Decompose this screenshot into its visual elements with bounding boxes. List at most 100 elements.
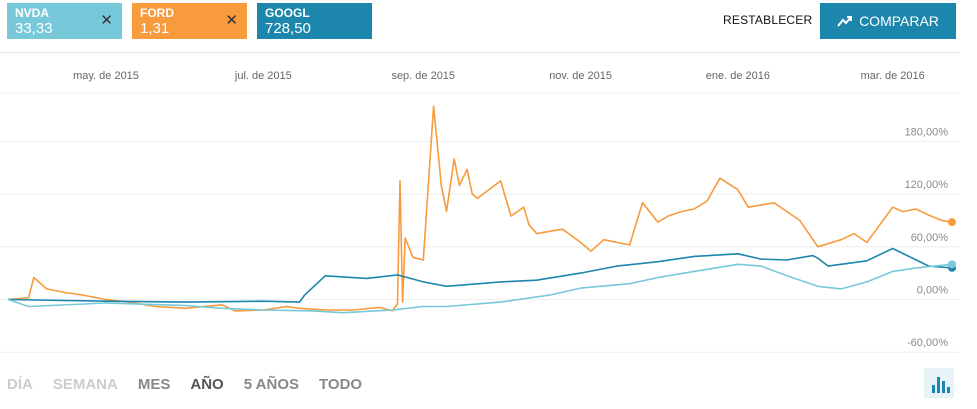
range-year[interactable]: AÑO [190,376,224,393]
data-point-googl [365,277,367,279]
ticker-value: 1,31 [140,20,170,37]
data-point-googl [737,253,739,255]
data-point-nvda [579,287,581,289]
data-point-googl [693,255,695,257]
data-point-ford [27,297,29,299]
data-point-ford [458,184,460,186]
data-point-googl [657,261,659,263]
data-point-nvda [817,285,819,287]
data-point-nvda [391,309,393,311]
trending-up-icon [837,16,853,27]
ticker-chip-ford[interactable]: FORD 1,31 ✕ [132,3,247,39]
data-point-ford [440,184,442,186]
y-tick-label: 0,00% [917,284,948,296]
reset-button[interactable]: RESTABLECER [723,13,813,27]
data-point-ford [453,158,455,160]
data-point-nvda [422,305,424,307]
range-day[interactable]: DÍA [7,376,33,393]
x-tick-label: nov. de 2015 [549,70,612,82]
data-point-ford [940,219,942,221]
y-tick-label: 180,00% [905,126,949,138]
series-line-googl [7,247,953,303]
bar-chart-icon [932,377,950,393]
data-point-googl [298,301,300,303]
data-point-nvda [27,305,29,307]
data-point-nvda [891,270,893,272]
x-tick-label: mar. de 2016 [861,70,925,82]
close-icon[interactable]: ✕ [100,12,113,29]
x-tick-label: may. de 2015 [73,70,139,82]
data-point-nvda [185,304,187,306]
data-point-ford [902,210,904,212]
compare-button[interactable]: COMPARAR [820,3,956,39]
data-point-googl [866,260,868,262]
data-point-ford [773,202,775,204]
data-point-ford [82,294,84,296]
data-point-ford [693,208,695,210]
y-tick-label: 60,00% [911,232,949,244]
data-point-ford [706,200,708,202]
data-point-googl [840,263,842,265]
data-point-nvda [311,310,313,312]
range-all[interactable]: TODO [319,376,363,393]
data-point-ford [561,228,563,230]
ticker-chip-nvda[interactable]: NVDA 33,33 ✕ [7,3,122,39]
data-point-ford [378,306,380,308]
data-point-googl [422,281,424,283]
data-point-ford [536,232,538,234]
data-point-googl [891,247,893,249]
data-point-ford [298,307,300,309]
data-point-nvda [915,267,917,269]
data-point-ford [476,197,478,199]
data-point-googl [445,285,447,287]
data-point-googl [615,265,617,267]
data-point-ford [404,237,406,239]
x-tick-label: jul. de 2015 [234,70,292,82]
data-point-nvda [105,302,107,304]
data-point-ford [590,250,592,252]
range-week[interactable]: SEMANA [52,376,118,393]
data-point-ford [928,214,930,216]
data-point-ford [285,305,287,307]
range-5-years[interactable]: 5 AÑOS [243,376,300,393]
series-line-nvda [7,263,953,314]
data-point-ford [667,215,669,217]
data-point-ford [45,288,47,290]
data-point-ford [719,177,721,179]
data-point-ford [737,188,739,190]
data-point-nvda [342,311,344,313]
data-point-ford [891,206,893,208]
data-point-ford [641,202,643,204]
data-point-ford [523,206,525,208]
data-point-ford [879,224,881,226]
data-point-ford [579,241,581,243]
data-point-ford [466,168,468,170]
data-point-ford [154,305,156,307]
data-point-nvda [866,281,868,283]
data-point-ford [221,304,223,306]
data-point-ford [412,256,414,258]
data-point-googl [396,274,398,276]
close-icon[interactable]: ✕ [225,12,238,29]
data-point-ford [64,291,66,293]
range-month[interactable]: MES [137,376,171,393]
data-point-googl [303,294,305,296]
data-point-ford [680,210,682,212]
data-point-ford [866,241,868,243]
data-point-ford [396,303,398,305]
data-point-googl [817,257,819,259]
chart-type-button[interactable] [924,368,954,398]
ticker-symbol: GOOGL [265,6,310,20]
data-point-ford [786,210,788,212]
data-point-googl [812,254,814,256]
data-point-googl [499,281,501,283]
data-point-ford [352,309,354,311]
data-point-ford [185,307,187,309]
compare-label: COMPARAR [859,13,939,29]
series-end-marker-ford [948,218,956,227]
ticker-chip-googl[interactable]: GOOGL 728,50 [257,3,372,39]
y-tick-label: -60,00% [907,337,948,349]
ticker-value: 33,33 [15,20,53,37]
x-tick-label: ene. de 2016 [706,70,770,82]
